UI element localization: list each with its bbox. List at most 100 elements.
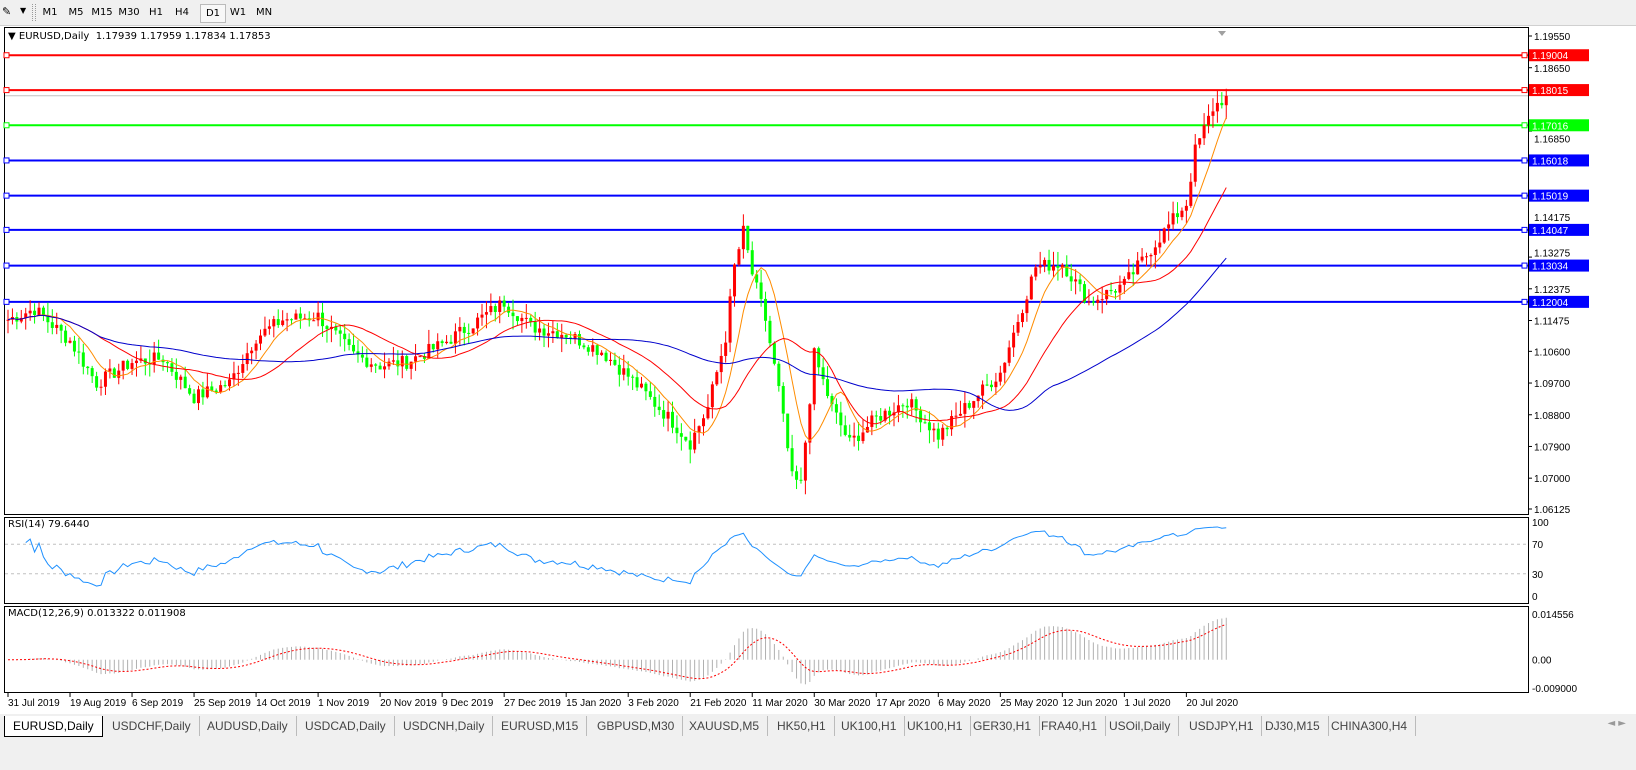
chart-tab[interactable]: XAUUSD,M5 [681, 716, 769, 736]
timeframe-m1[interactable]: M1 [42, 7, 58, 18]
candle-body [471, 328, 475, 334]
timeframe-m15[interactable]: M15 [91, 7, 113, 18]
date-label: 19 Aug 2019 [70, 698, 127, 709]
candle-body [157, 352, 161, 360]
chart-tab[interactable]: CHINA300,H4 [1323, 716, 1417, 736]
candle-body [675, 427, 679, 434]
candle-body [901, 405, 905, 407]
date-label: 11 Mar 2020 [752, 698, 808, 709]
line-handle[interactable] [1521, 122, 1528, 129]
candle-body [520, 317, 524, 322]
candle-body [883, 410, 887, 421]
tab-scroll-arrows[interactable]: ◄ ► [1607, 718, 1626, 729]
candle-body [325, 326, 329, 330]
macd-axis-label: 0.00 [1532, 656, 1552, 667]
line-handle[interactable] [1521, 157, 1528, 164]
candle-body [524, 317, 528, 319]
chart-shift-marker[interactable] [1218, 31, 1226, 36]
candle-body [870, 415, 874, 427]
candle-body [1198, 138, 1202, 145]
chart-tab[interactable]: AUDUSD,Daily [199, 716, 297, 736]
candle-body [1171, 213, 1175, 225]
candle-body [201, 389, 205, 398]
candle-body [405, 356, 409, 369]
line-handle[interactable] [1521, 226, 1528, 233]
chart-tab[interactable]: GBPUSD,M30 [589, 716, 684, 736]
line-handle[interactable] [1521, 262, 1528, 269]
chart-tab[interactable]: USDJPY,H1 [1181, 716, 1263, 736]
candle-body [422, 356, 426, 359]
candle-body [374, 364, 378, 366]
candle-body [697, 426, 701, 433]
timeframe-mn[interactable]: MN [255, 7, 273, 18]
collapse-arrow-icon[interactable]: ▼ [8, 31, 16, 42]
rsi-axis-label: 0 [1532, 592, 1538, 603]
chart-tab[interactable]: USDCHF,Daily [104, 716, 200, 736]
timeframe-m5[interactable]: M5 [68, 7, 84, 18]
line-handle[interactable] [3, 122, 10, 129]
candle-body [400, 356, 404, 367]
line-handle[interactable] [1521, 298, 1528, 305]
rsi-panel-frame [4, 517, 1529, 604]
rsi-axis-label: 100 [1532, 518, 1549, 529]
candle-body [24, 313, 28, 318]
macd-label: MACD(12,26,9) 0.013322 0.011908 [8, 608, 186, 619]
line-handle[interactable] [3, 52, 10, 59]
toolbar-grip[interactable] [32, 4, 36, 21]
line-handle[interactable] [3, 226, 10, 233]
candle-body [1012, 332, 1016, 348]
line-handle[interactable] [3, 192, 10, 199]
chart-tab[interactable]: USDCNH,Daily [395, 716, 494, 736]
candle-body [1038, 265, 1042, 268]
chart-canvas[interactable]: 1.19550 1.18650 1.16850 1.14175 1.13275 1.123… [0, 25, 1636, 715]
dropdown-arrow-icon[interactable]: ▼ [20, 6, 27, 15]
macd-axis-label: 0.014556 [1532, 610, 1574, 621]
chart-tab[interactable]: FRA40,H1 [1033, 716, 1107, 736]
chart-tab[interactable]: HK50,H1 [769, 716, 835, 736]
chart-tab[interactable]: EURUSD,Daily [4, 716, 103, 737]
line-handle[interactable] [3, 298, 10, 305]
line-handle[interactable] [1521, 192, 1528, 199]
timeframe-w1[interactable]: W1 [229, 7, 247, 18]
line-handle[interactable] [3, 157, 10, 164]
drawing-tools-icon[interactable]: ✎ [2, 5, 12, 18]
chart-area[interactable]: 1.19550 1.18650 1.16850 1.14175 1.13275 1.123… [0, 25, 1636, 710]
candle-body [688, 440, 692, 450]
candle-body [343, 333, 347, 340]
candle-body [112, 368, 116, 378]
main-panel-frame [4, 27, 1529, 515]
timeframe-d1[interactable]: D1 [200, 4, 226, 23]
timeframe-m30[interactable]: M30 [118, 7, 140, 18]
candle-body [259, 335, 263, 344]
candle-body [1047, 259, 1051, 271]
candle-body [1127, 272, 1131, 279]
line-handle[interactable] [3, 87, 10, 94]
chart-tab[interactable]: UK100,H1 [833, 716, 906, 736]
candle-body [1149, 254, 1153, 257]
chart-tab[interactable]: DJ30,M15 [1257, 716, 1329, 736]
line-handle[interactable] [1521, 52, 1528, 59]
chart-tab[interactable]: EURUSD,M15 [493, 716, 588, 736]
candle-body [1158, 242, 1162, 248]
candle-body [777, 363, 781, 387]
candle-body [1162, 228, 1166, 243]
line-handle[interactable] [1521, 87, 1528, 94]
candle-body [214, 390, 218, 393]
candle-body [830, 396, 834, 405]
candle-body [976, 395, 980, 402]
candle-body [409, 361, 413, 369]
chart-tab[interactable]: USOil,Daily [1101, 716, 1180, 736]
candle-body [511, 312, 515, 317]
chart-tab[interactable]: UK100,H1 [899, 716, 972, 736]
chart-tab[interactable]: GER30,H1 [965, 716, 1041, 736]
date-label: 20 Nov 2019 [380, 698, 437, 709]
candle-body [152, 352, 156, 365]
candle-body [950, 416, 954, 430]
line-handle[interactable] [3, 262, 10, 269]
candle-body [130, 363, 134, 369]
chart-tab[interactable]: USDCAD,Daily [297, 716, 395, 736]
timeframe-h1[interactable]: H1 [149, 7, 163, 18]
timeframe-h4[interactable]: H4 [175, 7, 189, 18]
candle-body [861, 432, 865, 442]
candle-body [440, 341, 444, 344]
